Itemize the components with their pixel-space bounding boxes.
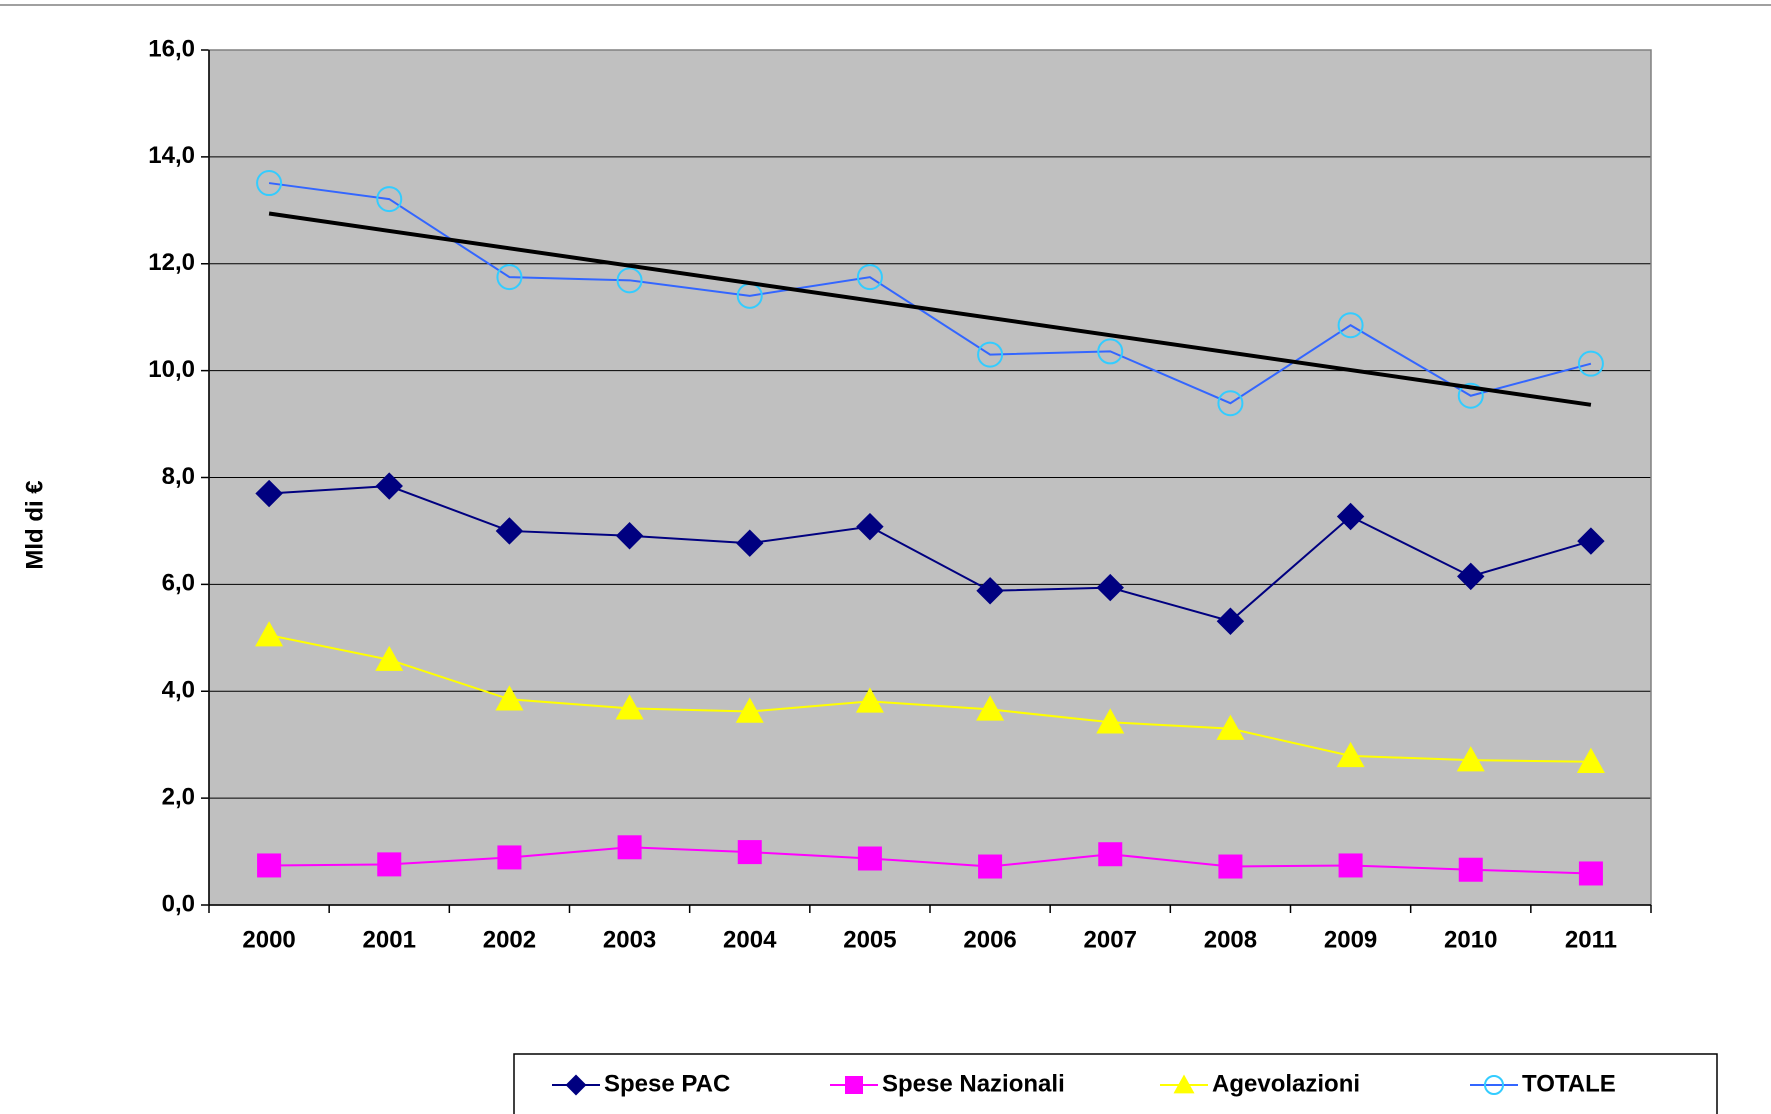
marker [1336,741,1365,768]
marker [737,840,762,865]
series-line [268,634,1591,763]
marker [1338,853,1363,878]
marker [497,845,522,870]
marker [978,854,1003,879]
x-tick-label: 2007 [1084,926,1137,953]
x-tick-label: 2011 [1565,926,1617,953]
legend-item: Agevolazioni [1160,1070,1360,1097]
marker [736,529,764,557]
marker [375,472,403,500]
marker [856,264,883,291]
marker [256,170,283,197]
x-tick-label: 2001 [363,926,416,953]
marker [257,853,282,878]
x-tick-label: 2002 [483,926,536,953]
y-tick-label: 16,0 [148,35,195,62]
marker [1173,1074,1195,1094]
marker [977,341,1004,368]
marker [1216,714,1245,740]
marker [857,846,882,871]
x-tick-label: 2004 [723,926,777,953]
marker [615,694,644,720]
x-tick-label: 2003 [603,926,656,953]
marker [495,517,524,545]
x-tick-label: 2010 [1444,926,1497,953]
series-line [269,485,1592,623]
marker [375,645,404,671]
marker [616,267,643,294]
x-tick-label: 2000 [242,926,295,953]
marker [735,697,764,723]
series-line [268,182,1592,405]
marker [1217,390,1244,417]
marker [855,687,884,713]
marker [1577,527,1605,555]
marker [1577,350,1604,377]
marker [845,1076,863,1094]
marker [495,685,524,711]
marker [1096,708,1125,734]
legend-label: Spese PAC [604,1070,730,1097]
marker [1216,607,1245,635]
y-tick-label: 8,0 [162,463,195,490]
marker [1097,338,1124,365]
legend-label: Agevolazioni [1212,1070,1360,1097]
marker [1096,573,1124,602]
x-tick-label: 2008 [1204,926,1257,953]
marker [1456,746,1485,772]
trend-line [268,211,1592,407]
marker [1337,312,1364,339]
marker [976,695,1005,721]
marker [376,186,403,213]
y-tick-label: 0,0 [162,890,195,917]
marker [1576,747,1605,773]
marker [856,512,884,541]
marker [617,835,642,860]
marker [1578,861,1603,886]
y-tick-label: 4,0 [162,677,195,704]
marker [1484,1075,1504,1095]
legend-label: TOTALE [1522,1070,1616,1097]
x-tick-label: 2009 [1324,926,1377,953]
y-tick-label: 2,0 [162,783,195,810]
marker [565,1074,587,1096]
marker [615,522,644,550]
marker [1098,842,1123,867]
legend-item: TOTALE [1470,1070,1616,1097]
marker [976,577,1004,605]
marker [255,621,284,647]
legend-item: Spese PAC [552,1070,730,1097]
marker [1457,562,1485,591]
x-tick-label: 2005 [843,926,896,953]
y-tick-label: 12,0 [148,249,195,276]
y-tick-label: 10,0 [148,356,195,383]
y-tick-label: 14,0 [148,142,195,169]
marker [1458,857,1483,882]
marker [1457,382,1484,409]
legend-label: Spese Nazionali [882,1070,1065,1097]
y-tick-label: 6,0 [162,570,195,597]
marker [1336,502,1365,531]
marker [1218,854,1243,879]
x-tick-label: 2006 [963,926,1016,953]
marker [255,479,283,508]
legend-item: Spese Nazionali [830,1070,1065,1097]
marker [377,852,402,877]
marker [496,264,523,291]
series-line [269,846,1591,875]
y-axis-label: Mld di € [21,480,48,569]
